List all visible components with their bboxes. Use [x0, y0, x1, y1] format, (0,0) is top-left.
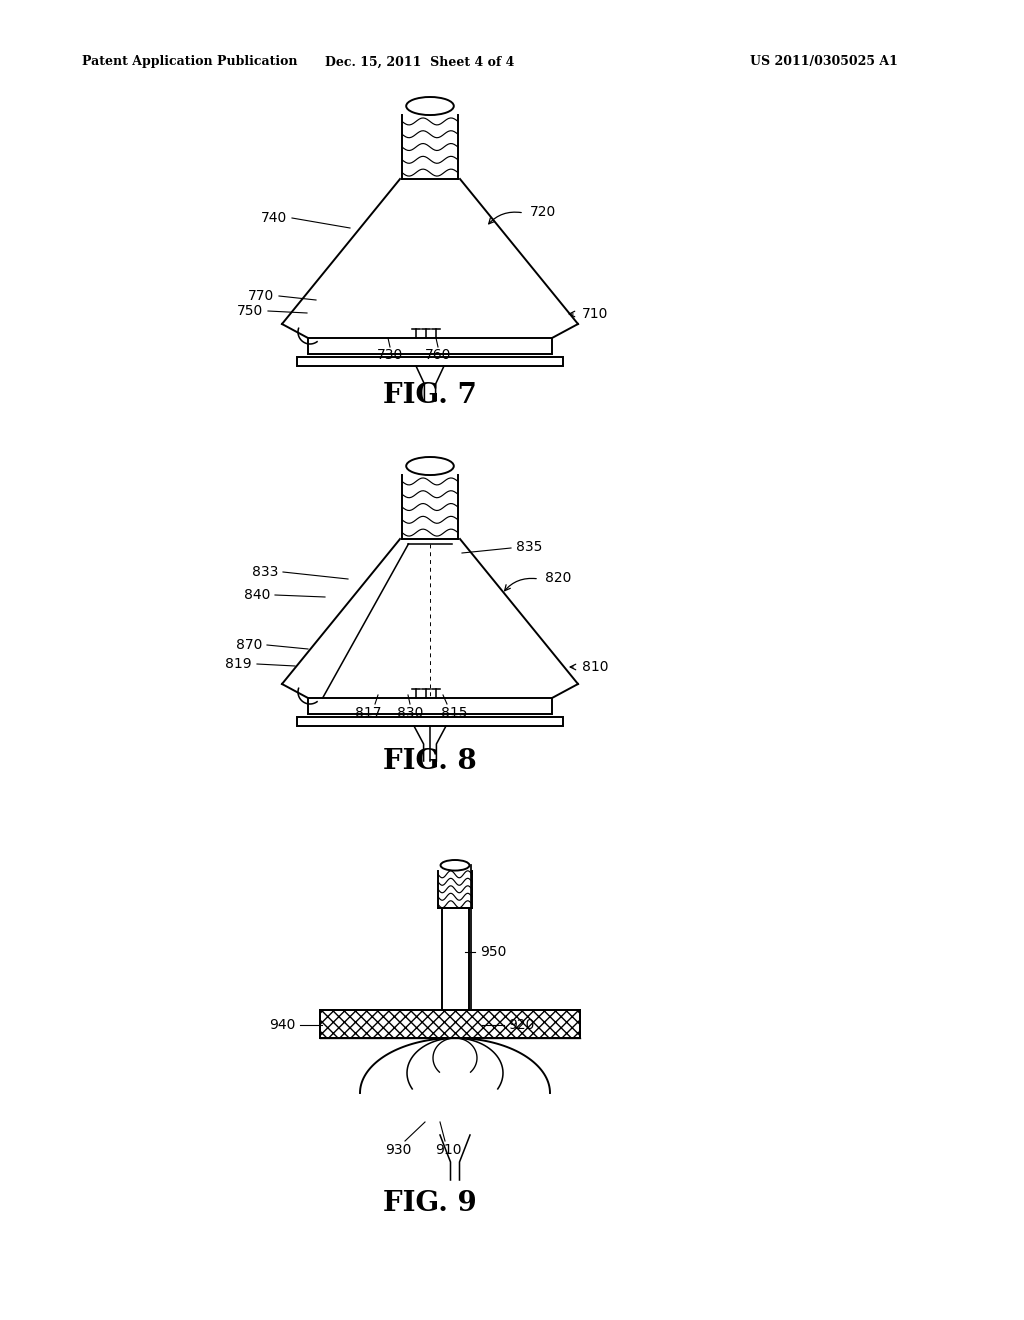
Text: 770: 770	[248, 289, 274, 304]
Text: 920: 920	[508, 1018, 535, 1032]
Text: 930: 930	[385, 1143, 412, 1158]
Text: 833: 833	[252, 565, 278, 579]
Text: US 2011/0305025 A1: US 2011/0305025 A1	[750, 55, 898, 69]
Text: 817: 817	[354, 706, 381, 719]
Text: 835: 835	[516, 540, 543, 554]
Text: 750: 750	[237, 304, 263, 318]
Bar	[308, 698, 552, 714]
Bar	[297, 356, 563, 366]
Bar	[319, 1010, 580, 1038]
Bar	[308, 338, 552, 354]
Text: 830: 830	[397, 706, 423, 719]
Text: Dec. 15, 2011  Sheet 4 of 4: Dec. 15, 2011 Sheet 4 of 4	[326, 55, 515, 69]
Text: Patent Application Publication: Patent Application Publication	[82, 55, 298, 69]
Bar	[297, 717, 563, 726]
Text: 870: 870	[236, 638, 262, 652]
Bar	[319, 1010, 580, 1038]
Bar	[441, 908, 469, 1010]
Text: 940: 940	[268, 1018, 295, 1032]
Text: 910: 910	[435, 1143, 461, 1158]
Text: 740: 740	[261, 211, 287, 224]
Text: 760: 760	[425, 348, 452, 362]
Text: FIG. 7: FIG. 7	[383, 381, 477, 409]
Text: 730: 730	[377, 348, 403, 362]
Text: 815: 815	[440, 706, 467, 719]
Text: 710: 710	[582, 308, 608, 321]
Text: 820: 820	[545, 572, 571, 585]
Text: 819: 819	[225, 657, 252, 671]
Text: 720: 720	[530, 205, 556, 219]
Text: 840: 840	[244, 587, 270, 602]
Text: 810: 810	[582, 660, 608, 675]
Text: FIG. 8: FIG. 8	[383, 748, 477, 775]
Bar	[319, 1010, 580, 1038]
Text: FIG. 9: FIG. 9	[383, 1191, 477, 1217]
Text: 950: 950	[480, 945, 507, 960]
